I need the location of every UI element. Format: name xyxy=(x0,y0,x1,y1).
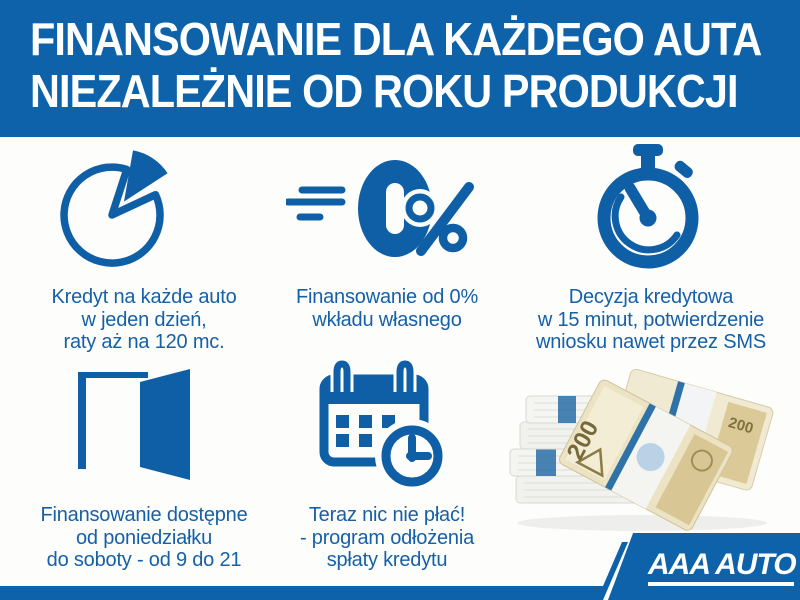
caption-line: od poniedziałku xyxy=(76,526,212,549)
banknotes-image: 200 200 xyxy=(509,368,774,531)
caption-line: - program odłożenia xyxy=(299,526,475,549)
feature-caption-availability: Finansowanie dostępne od poniedziałku do… xyxy=(18,504,270,572)
caption-line: w jeden dzień, xyxy=(81,308,207,331)
caption-line: raty aż na 120 mc. xyxy=(63,331,225,353)
header-line-1: FINANSOWANIE DLA KAŻDEGO AUTA xyxy=(30,13,762,65)
header-line-2: NIEZALEŻNIE OD ROKU PRODUKCJI xyxy=(30,65,739,117)
caption-line: Teraz nic nie płać! xyxy=(308,504,466,526)
feature-caption-deferred-payment: Teraz nic nie płać! - program odłożenia … xyxy=(268,504,506,572)
caption-line: do soboty - od 9 do 21 xyxy=(46,549,242,571)
caption-line: Decyzja kredytowa xyxy=(568,286,734,308)
feature-caption-credit: Kredyt na każde auto w jeden dzień, raty… xyxy=(18,286,270,354)
banknote-bundle-front: 200 xyxy=(559,379,733,531)
open-door-icon xyxy=(78,369,190,480)
aaa-auto-logo: AAA AUTO xyxy=(648,550,798,586)
caption-line: wniosku nawet przez SMS xyxy=(536,331,766,353)
calendar-clock-icon xyxy=(319,358,449,493)
pie-chart-icon xyxy=(60,150,168,267)
zero-percent-icon xyxy=(286,160,474,257)
logo-wordmark: AAA AUTO xyxy=(648,548,797,581)
caption-line: Kredyt na każde auto xyxy=(51,286,237,308)
feature-caption-zero-percent: Finansowanie od 0% wkładu własnego xyxy=(268,286,506,331)
stopwatch-icon xyxy=(597,144,699,269)
caption-line: wkładu własnego xyxy=(312,308,462,331)
banknote-value-back: 200 xyxy=(726,414,755,437)
header-banner: FINANSOWANIE DLA KAŻDEGO AUTA NIEZALEŻNI… xyxy=(0,0,800,137)
caption-line: w 15 minut, potwierdzenie xyxy=(537,308,765,331)
caption-line: Finansowanie dostępne xyxy=(40,504,248,526)
caption-line: spłaty kredytu xyxy=(326,549,448,571)
feature-caption-decision: Decyzja kredytowa w 15 minut, potwierdze… xyxy=(512,286,790,354)
logo-underline xyxy=(648,582,794,586)
caption-line: Finansowanie od 0% xyxy=(295,286,479,308)
logo-diagonal-stripe xyxy=(597,542,628,600)
